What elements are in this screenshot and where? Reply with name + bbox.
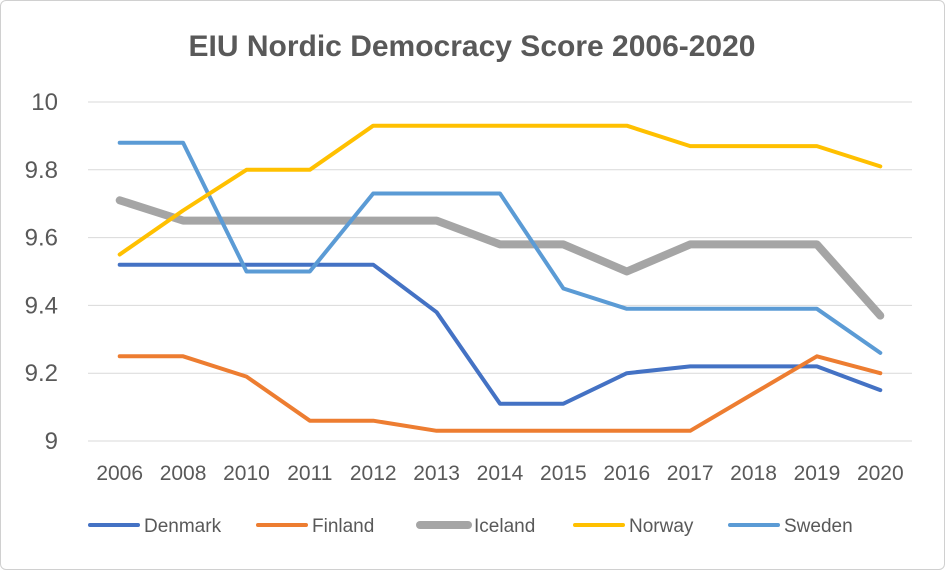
legend-label-sweden: Sweden bbox=[784, 516, 853, 537]
legend: Denmark Finland Iceland Norway Sweden bbox=[88, 516, 853, 537]
series-line-denmark bbox=[117, 262, 883, 406]
y-tick-label: 10 bbox=[31, 89, 58, 116]
x-tick-label: 2010 bbox=[223, 462, 270, 485]
x-tick-label: 2015 bbox=[540, 462, 587, 485]
x-tick-label: 2006 bbox=[96, 462, 143, 485]
y-tick-label: 9.2 bbox=[25, 360, 58, 387]
legend-label-finland: Finland bbox=[312, 516, 374, 537]
y-tick-label: 9 bbox=[45, 428, 58, 455]
y-tick-label: 9.6 bbox=[25, 225, 58, 252]
x-tick-label: 2016 bbox=[603, 462, 650, 485]
x-tick-label: 2012 bbox=[350, 462, 397, 485]
x-tick-label: 2014 bbox=[477, 462, 524, 485]
series-line-finland bbox=[117, 354, 883, 433]
y-axis-ticks: 9 9.2 9.4 9.6 9.8 10 bbox=[25, 89, 58, 455]
series-line-sweden bbox=[117, 140, 883, 355]
series-line-iceland bbox=[115, 196, 885, 320]
x-tick-label: 2008 bbox=[160, 462, 207, 485]
y-tick-label: 9.4 bbox=[25, 292, 58, 319]
legend-label-norway: Norway bbox=[629, 516, 694, 537]
y-tick-label: 9.8 bbox=[25, 157, 58, 184]
x-tick-label: 2018 bbox=[730, 462, 777, 485]
x-tick-label: 2013 bbox=[413, 462, 460, 485]
x-tick-label: 2011 bbox=[287, 462, 332, 485]
series-lines bbox=[115, 123, 885, 433]
x-tick-label: 2019 bbox=[794, 462, 841, 485]
chart-title: EIU Nordic Democracy Score 2006-2020 bbox=[189, 30, 756, 63]
x-tick-label: 2017 bbox=[667, 462, 714, 485]
series-line-norway bbox=[117, 123, 883, 257]
legend-label-denmark: Denmark bbox=[144, 516, 222, 537]
gridlines bbox=[88, 101, 912, 442]
x-tick-label: 2020 bbox=[857, 462, 904, 485]
legend-label-iceland: Iceland bbox=[474, 516, 535, 537]
x-axis-ticks: 2006 2008 2010 2011 2012 2013 2014 2015 2016 2017… bbox=[96, 462, 903, 485]
